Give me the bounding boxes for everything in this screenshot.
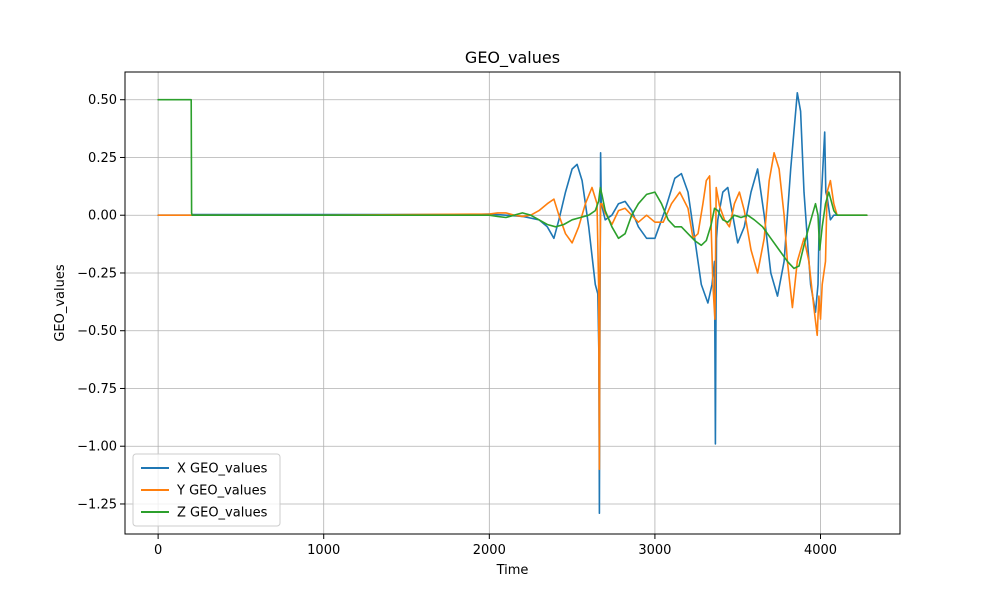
plot-frame bbox=[124, 71, 901, 535]
y-tick-label: 0.50 bbox=[88, 93, 117, 108]
y-axis-ticks: 0.50 0.25 0.00 −0.25 −0.50 −0.75 −1.00 −1.25 bbox=[77, 93, 125, 512]
x-tick-label: 2000 bbox=[473, 543, 506, 558]
x-tick-label: 0 bbox=[154, 543, 162, 558]
y-tick-label: 0.25 bbox=[88, 151, 117, 166]
y-tick-label: −0.25 bbox=[77, 266, 117, 281]
legend-label-z: Z GEO_values bbox=[177, 506, 268, 521]
y-tick-label: −0.75 bbox=[77, 382, 117, 397]
chart-title: GEO_values bbox=[465, 48, 560, 68]
y-tick-label: −1.00 bbox=[77, 440, 117, 455]
y-tick-label: −0.50 bbox=[77, 324, 117, 339]
legend: X GEO_values Y GEO_values Z GEO_values bbox=[132, 453, 281, 527]
series-lines bbox=[157, 92, 868, 515]
series-line-y bbox=[157, 152, 868, 471]
series-line-z bbox=[157, 98, 868, 270]
legend-label-y: Y GEO_values bbox=[176, 484, 267, 499]
x-axis-title: Time bbox=[496, 563, 529, 578]
x-tick-label: 1000 bbox=[307, 543, 340, 558]
y-axis-title: GEO_values bbox=[53, 264, 68, 342]
x-tick-label: 3000 bbox=[638, 543, 671, 558]
x-axis-ticks: 0 1000 2000 3000 4000 bbox=[154, 534, 837, 558]
series-line-x bbox=[157, 92, 838, 515]
legend-box bbox=[132, 453, 281, 527]
x-tick-label: 4000 bbox=[804, 543, 837, 558]
legend-label-x: X GEO_values bbox=[177, 462, 268, 477]
y-tick-label: 0.00 bbox=[88, 209, 117, 224]
y-tick-label: −1.25 bbox=[77, 497, 117, 512]
